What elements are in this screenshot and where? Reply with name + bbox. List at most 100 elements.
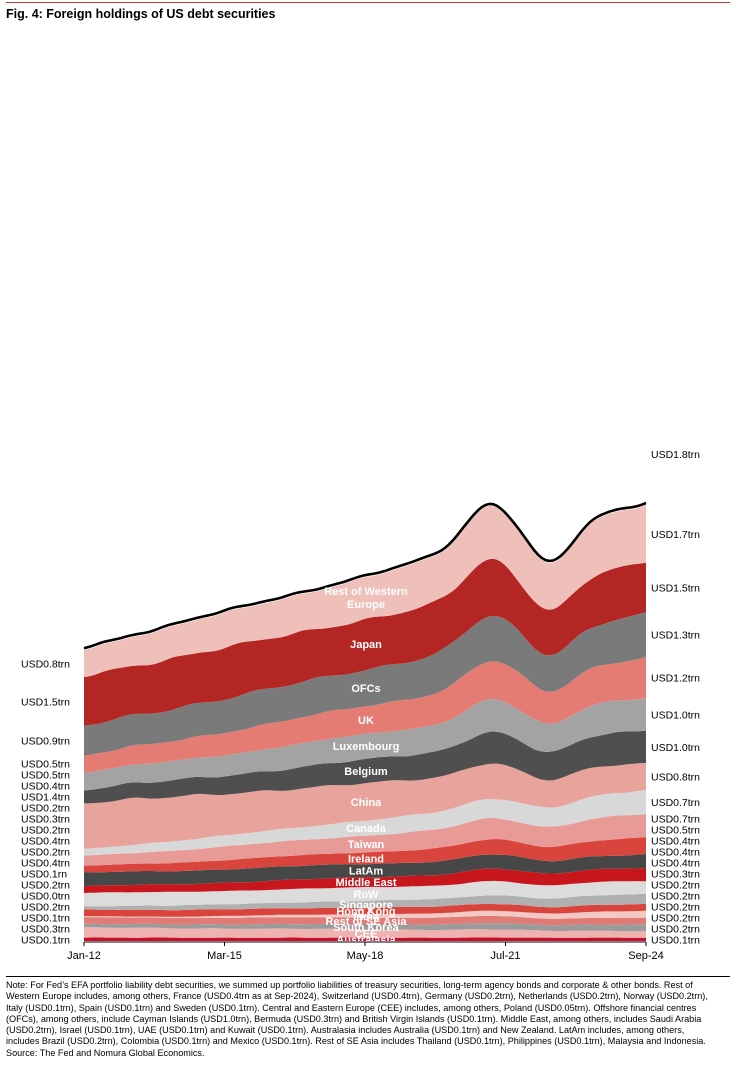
series-label: Belgium xyxy=(344,766,388,778)
area-taiwan xyxy=(84,813,646,866)
series-label: Australasia xyxy=(336,934,396,946)
series-label: LatAm xyxy=(349,866,383,878)
left-value-label: USD0.4trn xyxy=(21,835,70,847)
right-value-label: USD0.4trn xyxy=(651,835,700,847)
area-rest-of-western-europe xyxy=(84,505,646,677)
right-value-label: USD0.5trn xyxy=(651,824,700,836)
right-value-label: USD0.7trn xyxy=(651,813,700,825)
x-tick-label: Sep-24 xyxy=(628,950,663,962)
left-value-label: USD0.1trn xyxy=(21,934,70,946)
area-china xyxy=(84,762,646,849)
right-value-label: USD0.2trn xyxy=(651,890,700,902)
left-value-label: USD0.2trn xyxy=(21,879,70,891)
right-value-label: USD1.5trn xyxy=(651,583,700,595)
area-middle-east xyxy=(84,867,646,894)
area-layers xyxy=(84,505,646,941)
left-value-label: USD0.2trn xyxy=(21,901,70,913)
left-value-labels: USD0.1trnUSD0.3trnUSD0.1trnUSD0.2trnUSD0… xyxy=(21,659,70,947)
area-luxembourg xyxy=(84,698,646,791)
left-value-label: USD0.3trn xyxy=(21,813,70,825)
left-value-label: USD1.4trn xyxy=(21,791,70,803)
series-label: Rest of Western xyxy=(324,586,408,598)
series-label: Europe xyxy=(347,599,385,611)
area-cee xyxy=(84,927,646,938)
right-value-label: USD0.7trn xyxy=(651,797,700,809)
area-japan xyxy=(84,558,646,726)
area-ofcs xyxy=(84,612,646,756)
right-value-label: USD0.2trn xyxy=(651,912,700,924)
series-label: UK xyxy=(358,715,374,727)
left-value-label: USD0.9trn xyxy=(21,736,70,748)
right-value-label: USD1.0trn xyxy=(651,710,700,722)
right-value-label: USD1.2trn xyxy=(651,673,700,685)
right-value-label-top: USD1.8trn xyxy=(651,449,700,461)
left-value-label: USD1.5trn xyxy=(21,696,70,708)
right-value-label: USD0.4trn xyxy=(651,857,700,869)
series-label: Rest of SE Asia xyxy=(326,916,408,928)
area-south-korea xyxy=(84,923,646,932)
left-value-label: USD0.5trn xyxy=(21,758,70,770)
left-value-label: USD0.3trn xyxy=(21,923,70,935)
bottom-rule xyxy=(6,976,730,977)
left-value-label: USD0.8trn xyxy=(21,659,70,671)
area-australasia xyxy=(84,937,646,941)
area-rest-of-se-asia xyxy=(84,915,646,926)
left-value-label: USD0.0trn xyxy=(21,890,70,902)
series-label: Singapore xyxy=(339,899,393,911)
area-latam xyxy=(84,854,646,887)
x-tick-label: May-18 xyxy=(347,950,384,962)
right-value-label: USD1.7trn xyxy=(651,529,700,541)
right-value-label: USD0.2trn xyxy=(651,923,700,935)
series-label: Luxembourg xyxy=(333,741,400,753)
right-value-label: USD0.3trn xyxy=(651,868,700,880)
right-value-label: USD0.8trn xyxy=(651,771,700,783)
area-canada xyxy=(84,789,646,856)
total-line xyxy=(83,501,647,650)
right-value-label: USD1.0trn xyxy=(651,742,700,754)
footnote: Note: For Fed’s EFA portfolio liability … xyxy=(6,980,718,1059)
left-value-label: USD0.4trn xyxy=(21,780,70,792)
area-belgium xyxy=(84,730,646,804)
footnote-note: Note: For Fed’s EFA portfolio liability … xyxy=(6,980,708,1047)
series-label: India xyxy=(353,911,380,923)
series-label: CEE xyxy=(355,929,378,941)
area-row xyxy=(84,880,646,907)
area-singapore xyxy=(84,893,646,911)
left-value-label: USD0.1trn xyxy=(21,912,70,924)
x-tick-label: Jan-12 xyxy=(67,950,101,962)
series-label: Canada xyxy=(346,823,387,835)
top-rule xyxy=(6,2,730,3)
right-value-label: USD0.2trn xyxy=(651,879,700,891)
series-label: China xyxy=(351,797,382,809)
series-label: RoW xyxy=(353,889,379,901)
x-tick-label: Jul-21 xyxy=(491,950,521,962)
total-line-group xyxy=(83,501,647,650)
left-value-label: USD0.2trn xyxy=(21,846,70,858)
right-value-label: USD0.4trn xyxy=(651,846,700,858)
area-uk xyxy=(84,656,646,773)
series-label: Japan xyxy=(350,639,382,651)
right-value-labels: USD0.1trnUSD0.2trnUSD0.2trnUSD0.2trnUSD0… xyxy=(651,449,700,947)
x-tick-label: Mar-15 xyxy=(207,950,242,962)
series-label: Hong Kong xyxy=(336,906,395,918)
area-ireland xyxy=(84,837,646,873)
left-value-label: USD0.1rn xyxy=(21,868,67,880)
right-value-label: USD1.3trn xyxy=(651,630,700,642)
left-value-label: USD0.4trn xyxy=(21,857,70,869)
series-label: Middle East xyxy=(335,877,396,889)
series-label: Ireland xyxy=(348,853,384,865)
left-value-label: USD0.2trn xyxy=(21,824,70,836)
right-value-label: USD0.1trn xyxy=(651,934,700,946)
area-hong-kong xyxy=(84,903,646,917)
x-axis: Jan-12 Mar-15 May-18 Jul-21 Sep-24 xyxy=(67,941,664,962)
series-label: South Korea xyxy=(333,922,399,934)
left-value-label: USD0.2trn xyxy=(21,802,70,814)
left-value-label: USD0.5trn xyxy=(21,769,70,781)
footnote-source: Source: The Fed and Nomura Global Econom… xyxy=(6,1047,205,1058)
area-india xyxy=(84,910,646,919)
figure-title: Fig. 4: Foreign holdings of US debt secu… xyxy=(6,7,276,21)
series-label: OFCs xyxy=(351,683,380,695)
series-label: Taiwan xyxy=(348,839,385,851)
